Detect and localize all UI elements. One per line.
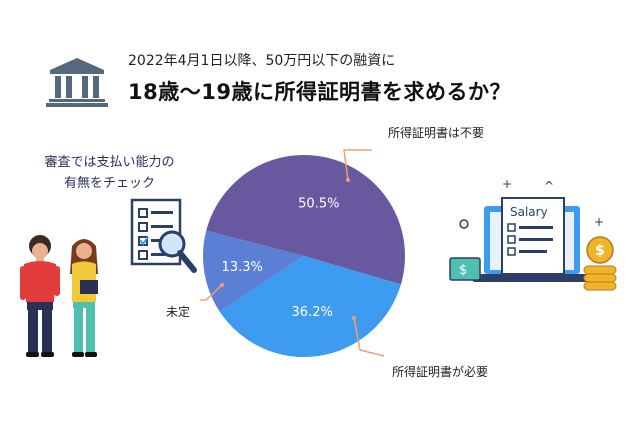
callout-dot [346, 178, 350, 182]
checklist-magnifier-icon [128, 196, 200, 278]
people-illustration [10, 232, 120, 362]
salary-laptop-icon: + ^ + Salary $ $ [444, 177, 634, 300]
callout-dot [220, 283, 224, 287]
callout-dot [352, 316, 356, 320]
callout-line-undecided [200, 284, 223, 301]
bank-icon [46, 56, 108, 108]
coin-dollar-sign: $ [595, 243, 605, 259]
chart-subtitle: 2022年4月1日以降、50万円以下の融資に [128, 53, 396, 69]
screening-note-line2: 有無をチェック [63, 176, 155, 191]
pie-value-unnecessary: 50.5% [298, 196, 339, 211]
callout-line-unnecessary [343, 149, 372, 181]
svg-text:+: + [502, 178, 512, 191]
svg-text:^: ^ [544, 179, 554, 193]
pie-value-necessary: 36.2% [292, 305, 333, 320]
screening-note-line1: 審査では支払い能力の [44, 155, 175, 170]
callout-label-undecided: 未定 [166, 305, 191, 319]
callout-line-necessary [353, 317, 385, 357]
pie-slice-unnecessary [206, 155, 405, 285]
bill-dollar-sign: $ [459, 263, 467, 278]
chart-title: 18歳〜19歳に所得証明書を求めるか？ [128, 80, 511, 104]
pie-slice-undecided [202, 230, 304, 312]
pie-value-undecided: 13.3% [222, 260, 263, 275]
callout-label-unnecessary: 所得証明書は不要 [388, 126, 485, 140]
pie-slice-necessary [219, 256, 401, 357]
salary-label: Salary [510, 205, 548, 219]
svg-text:+: + [594, 215, 604, 229]
callout-label-necessary: 所得証明書が必要 [392, 365, 489, 379]
screening-note: 審査では支払い能力の 有無をチェック [22, 152, 197, 194]
